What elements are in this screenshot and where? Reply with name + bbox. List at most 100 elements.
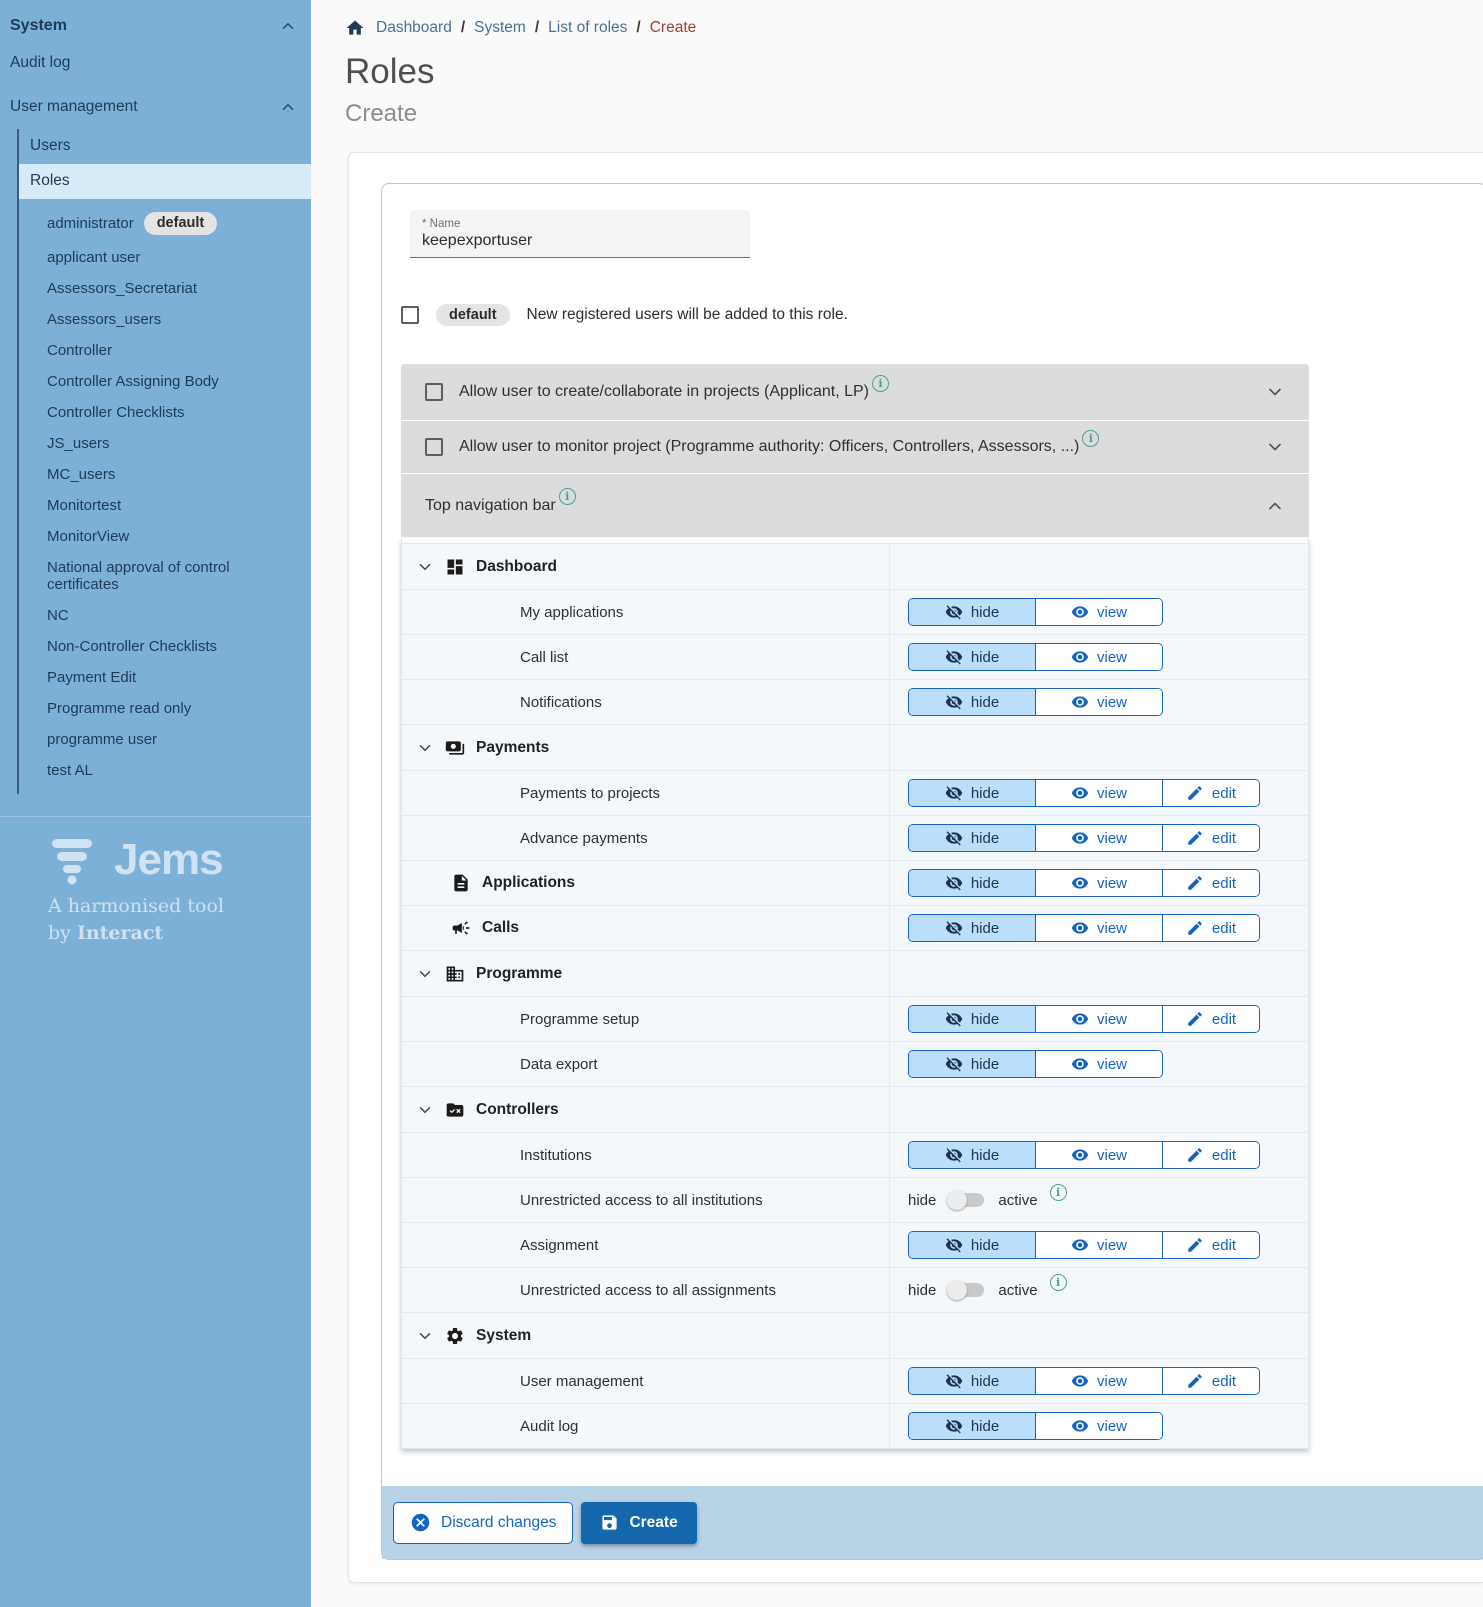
view-button[interactable]: view: [1036, 1142, 1162, 1168]
chevron-up-icon[interactable]: [1265, 496, 1285, 516]
sidebar-role-item[interactable]: applicant user: [47, 242, 311, 273]
create-button[interactable]: Create: [581, 1501, 697, 1544]
info-icon[interactable]: i: [1082, 429, 1100, 447]
edit-button[interactable]: edit: [1162, 915, 1259, 941]
permission-label-cell: Institutions: [402, 1133, 889, 1177]
sidebar-role-item[interactable]: Non-Controller Checklists: [47, 631, 311, 662]
permission-label: Assignment: [520, 1236, 599, 1254]
hide-button[interactable]: hide: [909, 870, 1036, 896]
breadcrumb-list-of-roles[interactable]: List of roles: [548, 19, 628, 36]
info-icon[interactable]: i: [1049, 1273, 1067, 1291]
accordion-checkbox[interactable]: [425, 438, 443, 456]
edit-button[interactable]: edit: [1162, 825, 1259, 851]
view-button[interactable]: view: [1036, 1413, 1162, 1439]
edit-button[interactable]: edit: [1162, 1368, 1259, 1394]
hide-button[interactable]: hide: [909, 1368, 1036, 1394]
permission-label-cell: Dashboard: [402, 544, 889, 589]
sidebar-role-item[interactable]: Controller Checklists: [47, 397, 311, 428]
sidebar-role-item[interactable]: test AL: [47, 755, 311, 786]
permission-label: Applications: [482, 874, 576, 891]
home-icon[interactable]: [345, 18, 365, 38]
hide-button[interactable]: hide: [909, 780, 1036, 806]
view-button[interactable]: view: [1036, 599, 1162, 625]
permission-button-group: hide view: [908, 1050, 1163, 1078]
edit-button[interactable]: edit: [1162, 780, 1259, 806]
sidebar-role-item[interactable]: Controller: [47, 335, 311, 366]
sidebar-role-item[interactable]: JS_users: [47, 428, 311, 459]
view-button[interactable]: view: [1036, 870, 1162, 896]
sidebar-role-item[interactable]: Assessors_users: [47, 304, 311, 335]
role-item-label: Controller Assigning Body: [47, 373, 219, 390]
toggle-switch[interactable]: [947, 1190, 985, 1210]
sidebar-role-item[interactable]: MC_users: [47, 459, 311, 490]
sidebar-item-user-management[interactable]: User management: [0, 85, 311, 129]
view-button[interactable]: view: [1036, 689, 1162, 715]
hide-button[interactable]: hide: [909, 825, 1036, 851]
sidebar-role-item[interactable]: Controller Assigning Body: [47, 366, 311, 397]
hide-button[interactable]: hide: [909, 1232, 1036, 1258]
name-field-value: keepexportuser: [422, 232, 533, 249]
permission-label: Unrestricted access to all assignments: [520, 1281, 776, 1299]
view-button[interactable]: view: [1036, 915, 1162, 941]
sidebar-role-item[interactable]: Monitortest: [47, 490, 311, 521]
view-button[interactable]: view: [1036, 1051, 1162, 1077]
chevron-up-icon: [282, 23, 294, 29]
discard-changes-button[interactable]: Discard changes: [393, 1501, 574, 1544]
view-button[interactable]: view: [1036, 644, 1162, 670]
sidebar-role-item[interactable]: Assessors_Secretariat: [47, 273, 311, 304]
accordion-checkbox[interactable]: [425, 383, 443, 401]
hide-button[interactable]: hide: [909, 1142, 1036, 1168]
info-icon[interactable]: i: [871, 374, 889, 392]
sidebar-role-item[interactable]: administrator default: [47, 205, 311, 242]
edit-button[interactable]: edit: [1162, 1006, 1259, 1032]
sidebar-item-audit-log[interactable]: Audit log: [0, 41, 311, 85]
hide-button[interactable]: hide: [909, 1051, 1036, 1077]
sidebar-role-item[interactable]: Programme read only: [47, 693, 311, 724]
breadcrumb-current: Create: [649, 19, 697, 36]
sidebar-item-users[interactable]: Users: [19, 129, 311, 164]
info-icon[interactable]: i: [558, 488, 576, 505]
chevron-down-icon[interactable]: [1265, 437, 1285, 457]
sidebar-role-item[interactable]: NC: [47, 600, 311, 631]
hide-button[interactable]: hide: [909, 1006, 1036, 1032]
view-button[interactable]: view: [1036, 1232, 1162, 1258]
view-button[interactable]: view: [1036, 1006, 1162, 1032]
controllers-icon: [446, 1102, 464, 1117]
edit-button[interactable]: edit: [1162, 1232, 1259, 1258]
default-checkbox[interactable]: [401, 306, 419, 324]
info-icon[interactable]: i: [1049, 1183, 1067, 1201]
hide-button[interactable]: hide: [909, 644, 1036, 670]
permission-button-group: hide view edit: [908, 779, 1260, 807]
edit-button[interactable]: edit: [1162, 1142, 1259, 1168]
view-button[interactable]: view: [1036, 825, 1162, 851]
permission-controls-cell: [889, 725, 1308, 770]
edit-button-label: edit: [1211, 1010, 1237, 1028]
sidebar-section-system[interactable]: System: [0, 0, 311, 41]
sidebar-role-item[interactable]: programme user: [47, 724, 311, 755]
view-button[interactable]: view: [1036, 1368, 1162, 1394]
permission-label: User management: [520, 1372, 644, 1390]
hide-button[interactable]: hide: [909, 599, 1036, 625]
system-icon: [447, 1327, 463, 1344]
hide-icon: [945, 876, 963, 891]
view-button[interactable]: view: [1036, 780, 1162, 806]
chevron-down-icon[interactable]: [1265, 382, 1285, 402]
toggle-switch[interactable]: [947, 1280, 985, 1300]
edit-button[interactable]: edit: [1162, 870, 1259, 896]
sidebar-role-item[interactable]: MonitorView: [47, 521, 311, 552]
hide-icon: [945, 1057, 963, 1072]
breadcrumb-dashboard[interactable]: Dashboard: [376, 19, 452, 36]
hide-button[interactable]: hide: [909, 1413, 1036, 1439]
accordion-monitor-project[interactable]: Allow user to monitor project (Programme…: [401, 421, 1309, 473]
hide-button-label: hide: [970, 648, 1000, 666]
sidebar-role-item[interactable]: Payment Edit: [47, 662, 311, 693]
hide-button[interactable]: hide: [909, 689, 1036, 715]
breadcrumb-system[interactable]: System: [474, 19, 526, 36]
accordion-top-navigation-bar[interactable]: Top navigation bar i: [401, 474, 1309, 537]
name-field[interactable]: * Name keepexportuser: [410, 210, 750, 258]
hide-icon: [945, 786, 963, 801]
sidebar-role-item[interactable]: National approval of control certificate…: [47, 552, 311, 600]
sidebar-item-roles[interactable]: Roles: [19, 164, 311, 199]
hide-button[interactable]: hide: [909, 915, 1036, 941]
accordion-create-collaborate[interactable]: Allow user to create/collaborate in proj…: [401, 364, 1309, 420]
